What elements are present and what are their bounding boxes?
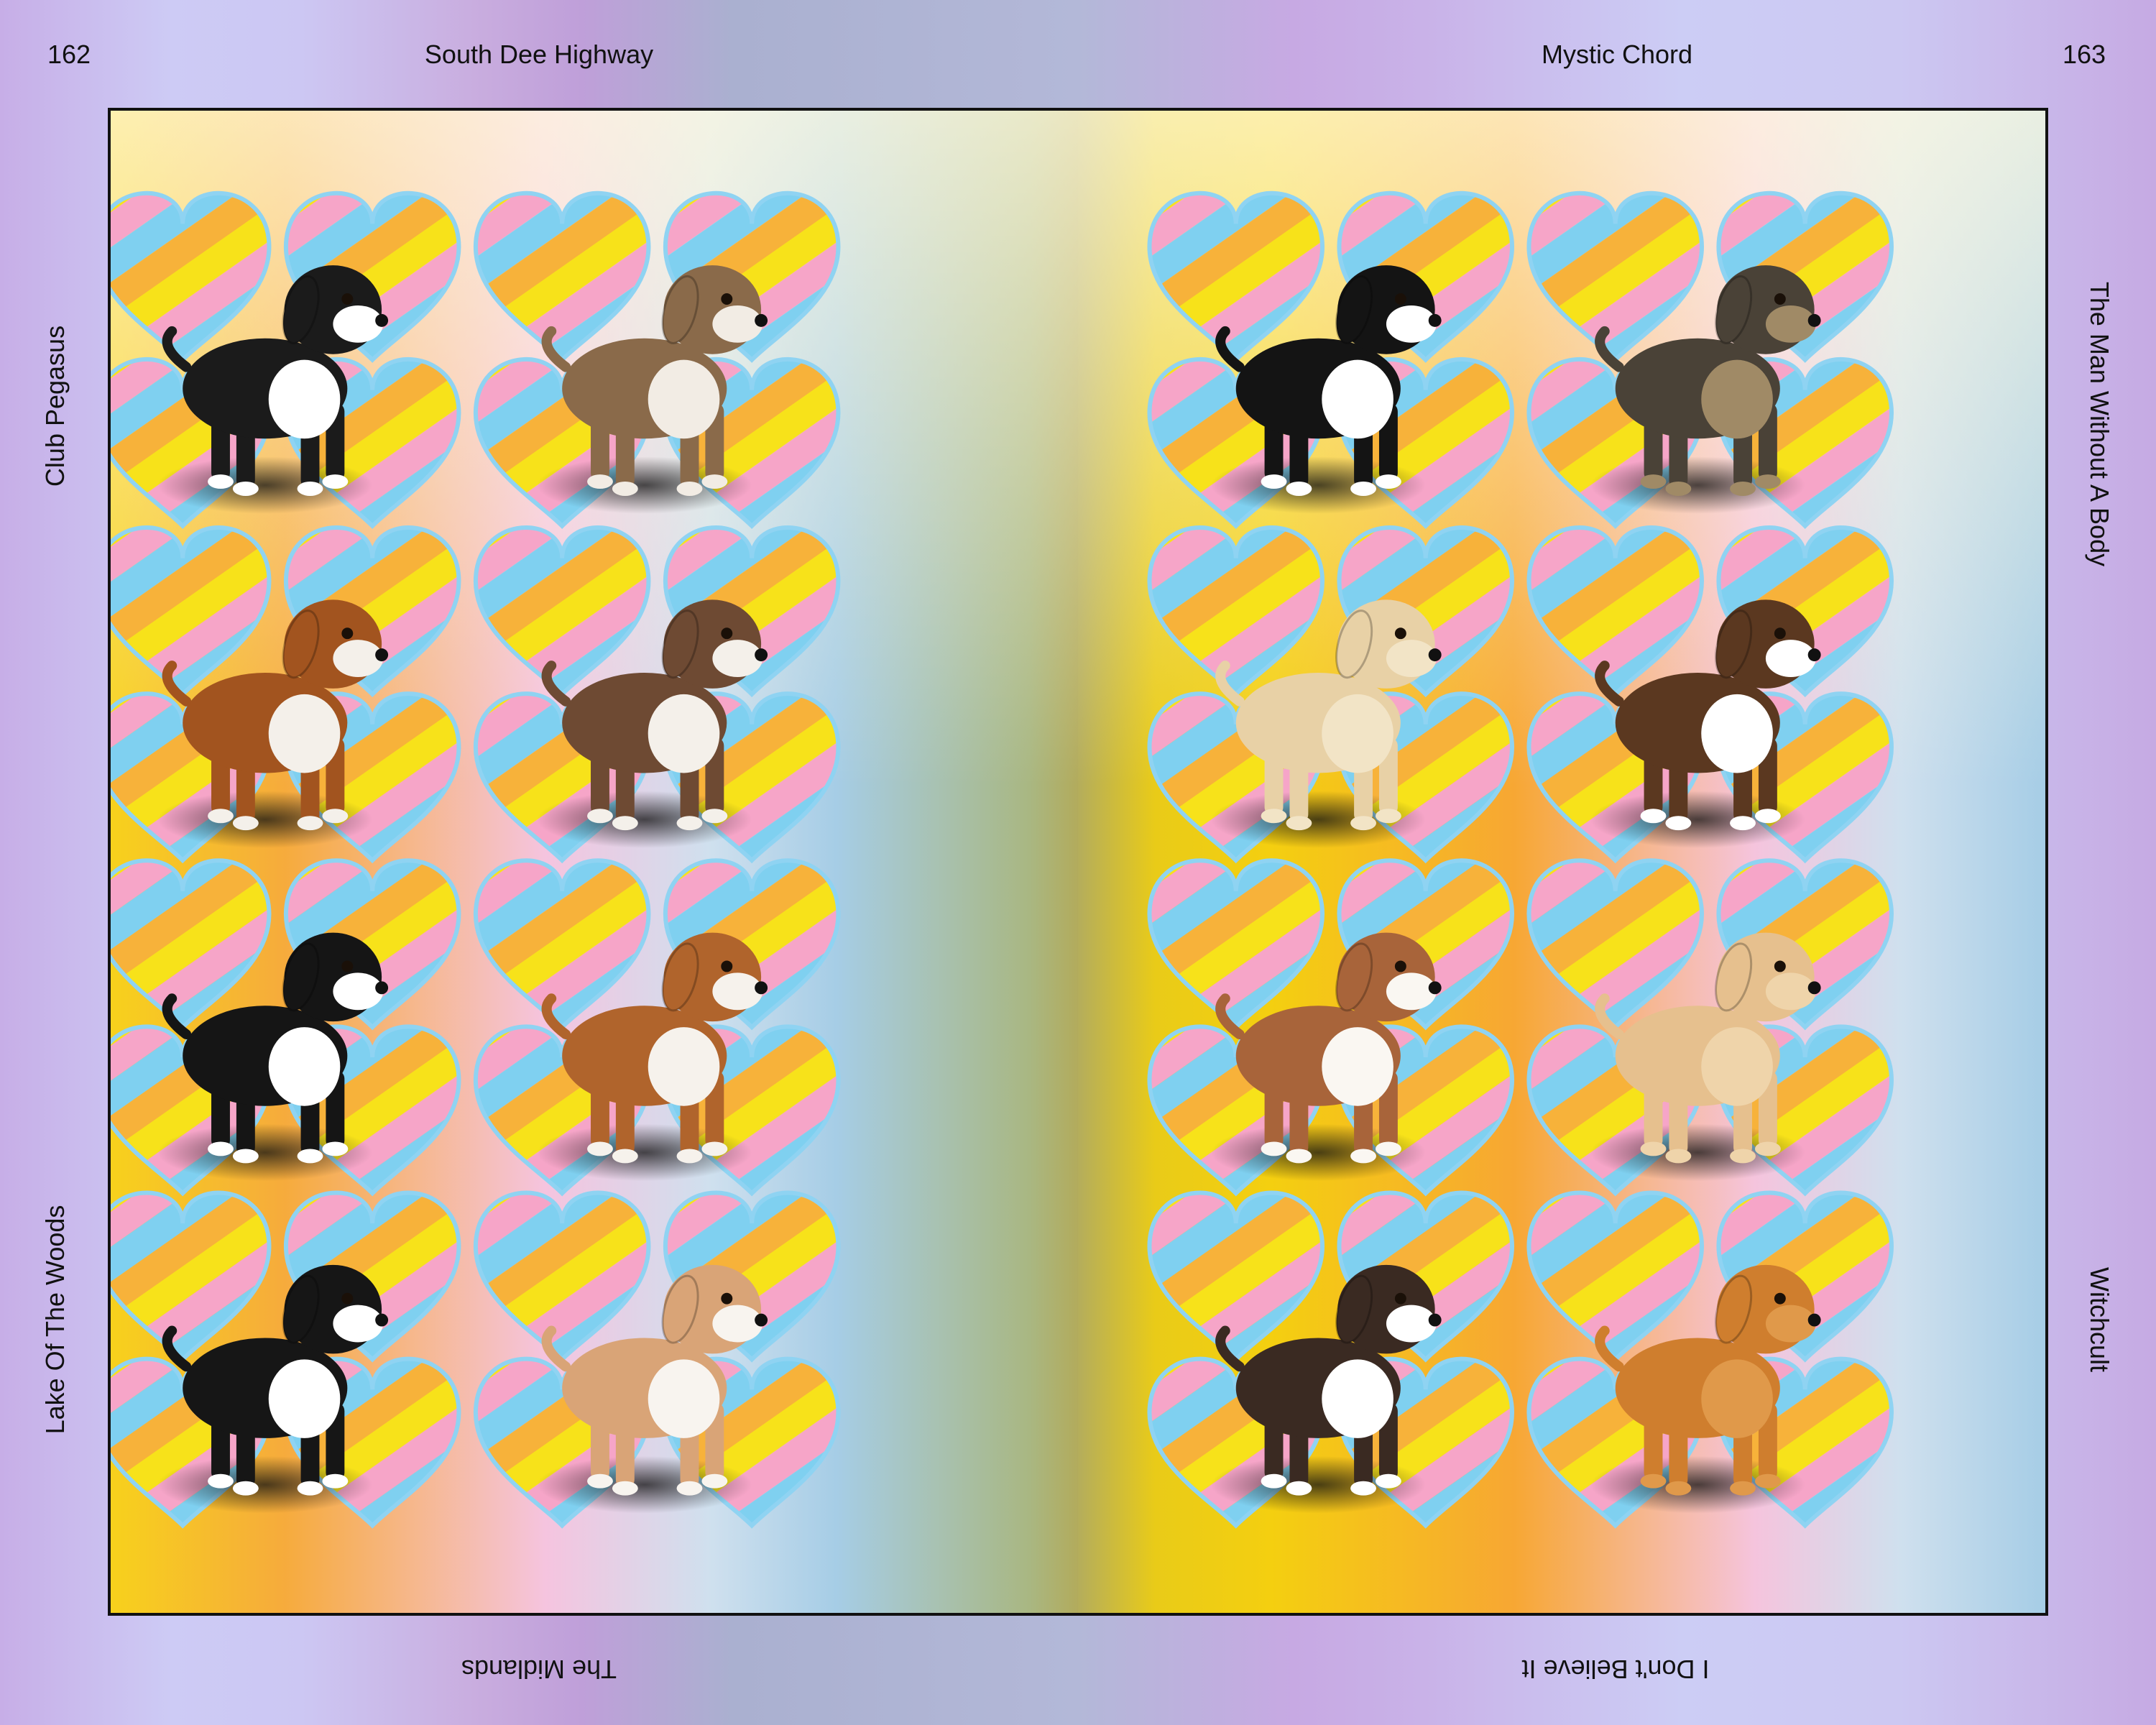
left-sticker-sheet [111,190,841,1529]
heart-sticker-icon [1526,1190,1704,1363]
spread-frame [108,108,2048,1616]
side-label-right-top: The Man Without A Body [2085,281,2114,567]
puppy-icon [157,1264,389,1514]
running-title-left: South Dee Highway [424,40,654,69]
puppy-icon [1210,265,1442,514]
heart-sticker-icon [1526,525,1704,698]
footer-inverted-right: I Don't Believe It [1521,1655,1710,1684]
puppy-icon [1210,932,1442,1182]
side-label-right-bottom: Witchcult [2085,1266,2114,1373]
heart-sticker-icon [473,525,651,698]
puppy-icon [1210,1264,1442,1514]
heart-sticker-icon [1147,858,1325,1031]
page-number-left: 162 [47,40,91,69]
puppy-icon [1590,265,1821,514]
puppy-icon [537,932,768,1182]
page-number-right: 163 [2063,40,2106,69]
puppy-icon [1590,599,1821,849]
puppy-icon [1590,932,1821,1182]
puppy-icon [157,599,389,849]
side-label-left-bottom: Lake Of The Woods [40,1205,70,1435]
right-page-panel [1078,111,2045,1613]
heart-sticker-icon [111,1190,272,1363]
heart-sticker-icon [473,1190,651,1363]
puppy-icon [157,932,389,1182]
side-label-left-top: Club Pegasus [40,325,70,487]
heart-sticker-icon [473,858,651,1031]
left-page-panel [111,111,1078,1613]
puppy-icon [537,265,768,514]
puppy-icon [1210,599,1442,849]
heart-sticker-icon [1147,1190,1325,1363]
heart-sticker-icon [1526,858,1704,1031]
heart-sticker-icon [111,525,272,698]
heart-sticker-icon [473,190,651,363]
puppy-icon [157,265,389,514]
heart-sticker-icon [111,190,272,363]
puppy-icon [537,1264,768,1514]
heart-sticker-icon [1526,190,1704,363]
puppy-icon [537,599,768,849]
heart-sticker-icon [111,858,272,1031]
heart-sticker-icon [1147,525,1325,698]
right-sticker-sheet [1147,190,1894,1529]
footer-inverted-left: The Midlands [461,1655,617,1684]
running-title-right: Mystic Chord [1541,40,1693,69]
puppy-icon [1590,1264,1821,1514]
heart-sticker-icon [1147,190,1325,363]
